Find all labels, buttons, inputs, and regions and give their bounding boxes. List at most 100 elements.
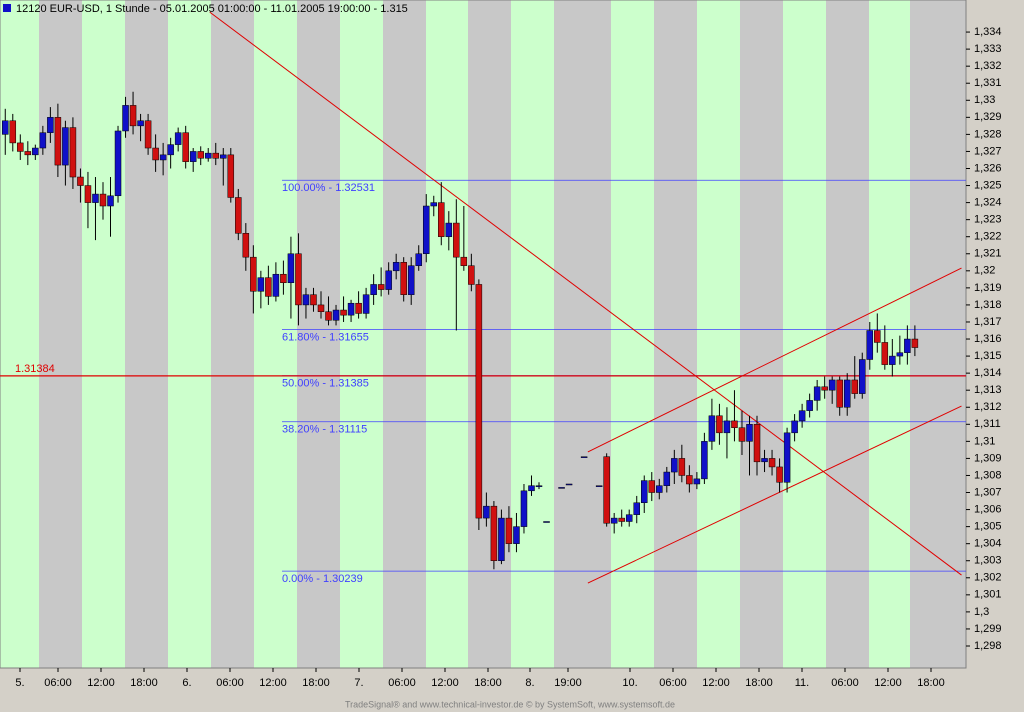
candle-body (250, 256, 257, 292)
y-tick-label: 1,321 (974, 248, 1002, 260)
candle-body (84, 185, 92, 203)
candle-body (535, 485, 543, 487)
x-tick-label: 06:00 (44, 677, 72, 689)
candle-body (242, 233, 250, 258)
candle-body (287, 253, 295, 284)
x-tick-label: 18:00 (917, 677, 945, 689)
y-tick-label: 1,304 (974, 538, 1002, 550)
candle-body (340, 309, 347, 316)
candle-body (543, 521, 550, 523)
candle-body (400, 262, 407, 295)
y-tick-label: 1,311 (974, 418, 1001, 430)
candle-body (836, 379, 843, 408)
candle-body (370, 284, 377, 295)
candle-body (197, 151, 204, 159)
trend-line (587, 405, 962, 584)
candle-body (362, 294, 370, 314)
y-tick-label: 1,301 (974, 589, 1002, 601)
candle-body (377, 284, 385, 290)
candle-body (174, 132, 182, 145)
candle-body (468, 265, 475, 285)
x-tick-label: 18:00 (130, 677, 158, 689)
candle-body (761, 458, 768, 463)
candle-body (332, 309, 340, 321)
time-band (554, 0, 611, 668)
y-tick-label: 1,326 (974, 162, 1002, 174)
candle-body (859, 359, 866, 394)
trend-line (587, 267, 962, 453)
time-band (340, 0, 383, 668)
candle-body (633, 502, 640, 515)
candle-body (430, 202, 438, 207)
candle-body (325, 311, 332, 321)
candle-body (693, 478, 701, 485)
fib-label: 38.20% - 1.31115 (282, 424, 367, 436)
time-band (826, 0, 869, 668)
candle-body (911, 338, 919, 348)
y-tick-label: 1,299 (974, 623, 1002, 635)
candle-body (129, 105, 137, 127)
candle-body (9, 120, 17, 144)
x-tick-label: 06:00 (831, 677, 859, 689)
y-tick-label: 1,308 (974, 469, 1002, 481)
y-tick-label: 1,328 (974, 128, 1002, 140)
candle-body (776, 466, 783, 483)
y-tick-label: 1,303 (974, 555, 1002, 567)
candle-body (144, 120, 152, 149)
trend-line (209, 11, 962, 576)
candle-body (265, 277, 272, 297)
candle-body (122, 105, 129, 132)
candle-body (189, 151, 197, 162)
candle-body (355, 302, 362, 314)
y-tick-label: 1,33 (974, 94, 995, 106)
x-tick-label: 18:00 (474, 677, 502, 689)
candle-body (723, 420, 731, 434)
y-tick-label: 1,324 (974, 197, 1002, 209)
candle-body (843, 379, 851, 408)
candle-body (2, 120, 9, 135)
candle-body (881, 342, 889, 365)
candle-body (445, 222, 453, 237)
candle-body (483, 505, 490, 519)
time-band (740, 0, 783, 668)
candle-body (407, 265, 415, 295)
time-band (468, 0, 511, 668)
candle-body (347, 302, 355, 316)
candle-body (69, 127, 77, 178)
x-tick-label: 12:00 (702, 677, 730, 689)
candle-body (618, 517, 625, 522)
price-line-label: 1.31384 (15, 363, 55, 375)
candle-body (678, 458, 686, 476)
candle-body (595, 485, 603, 487)
y-tick-label: 1,31 (974, 435, 995, 447)
x-tick-label: 6. (182, 677, 191, 689)
candle-body (558, 487, 565, 489)
candle-body (498, 517, 505, 561)
candle-body (874, 330, 881, 343)
y-tick-label: 1,307 (974, 486, 1002, 498)
candle-body (212, 152, 220, 159)
x-tick-label: 5. (15, 677, 24, 689)
fib-label: 0.00% - 1.30239 (282, 573, 363, 585)
candle-body (791, 420, 798, 434)
candle-body (39, 132, 47, 149)
candle-body (77, 176, 84, 186)
y-tick-label: 1,317 (974, 316, 1002, 328)
x-tick-label: 19:00 (554, 677, 582, 689)
candle-body (415, 253, 422, 266)
candle-body (716, 415, 723, 434)
y-tick-label: 1,318 (974, 299, 1002, 311)
candle-body (753, 424, 761, 463)
time-bands (0, 0, 966, 668)
candle-body (641, 480, 648, 503)
y-tick-label: 1,298 (974, 640, 1002, 652)
x-tick-label: 8. (525, 677, 534, 689)
candle-body (513, 526, 520, 544)
candle-body (671, 458, 678, 473)
candle-body (528, 485, 535, 492)
candle-body (490, 505, 498, 561)
candle-body (302, 294, 310, 306)
time-band (654, 0, 697, 668)
candle-body (866, 330, 874, 360)
footer: TradeSignal® and www.technical-investor.… (345, 699, 675, 709)
